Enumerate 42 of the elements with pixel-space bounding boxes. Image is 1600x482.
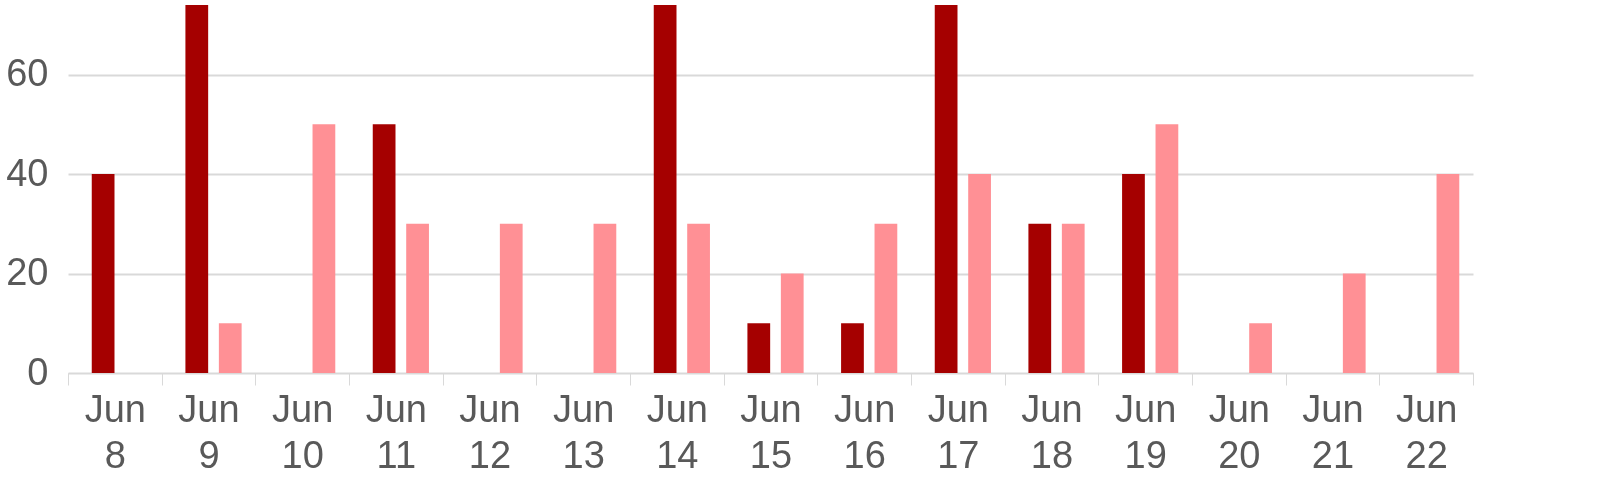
- bar: [372, 124, 396, 373]
- bar: [687, 223, 710, 373]
- x-tick-label: Jun 15: [740, 387, 802, 476]
- y-tick-label: 0: [27, 350, 49, 393]
- y-tick-label: 20: [6, 251, 49, 294]
- bar: [312, 124, 336, 373]
- bar: [1061, 223, 1085, 373]
- x-tick-label: Jun 18: [1021, 387, 1083, 476]
- bar: [841, 323, 864, 373]
- x-tick-label: Jun 11: [365, 387, 427, 476]
- x-tick-label: Jun 16: [834, 387, 896, 476]
- bar: [218, 323, 242, 373]
- bar: [934, 5, 958, 373]
- x-tick-label: Jun 9: [178, 387, 240, 476]
- x-tick-label: Jun 8: [84, 387, 146, 476]
- y-tick-label: 60: [6, 52, 49, 95]
- x-tick-label: Jun 22: [1396, 387, 1458, 476]
- x-tick-label: Jun 17: [927, 387, 989, 476]
- bar: [1155, 124, 1179, 373]
- bar: [185, 5, 209, 373]
- bar: [406, 223, 429, 373]
- x-tick-label: Jun 19: [1115, 387, 1177, 476]
- bar: [91, 174, 115, 373]
- x-tick-label: Jun 14: [646, 387, 708, 476]
- y-tick-label: 40: [6, 151, 49, 194]
- x-tick-label: Jun 20: [1208, 387, 1270, 476]
- bar: [1342, 273, 1366, 373]
- bar: [1122, 174, 1145, 373]
- bar: [1249, 323, 1272, 373]
- bar: [1436, 174, 1460, 373]
- bar: [780, 273, 804, 373]
- x-tick-label: Jun 12: [459, 387, 521, 476]
- x-tick-label: Jun 10: [272, 387, 334, 476]
- x-tick-label: Jun 13: [553, 387, 615, 476]
- bar: [968, 174, 991, 373]
- bar: [653, 5, 677, 373]
- bar: [499, 223, 523, 373]
- x-tick-label: Jun 21: [1302, 387, 1364, 476]
- bar: [1028, 223, 1052, 373]
- bar: [747, 323, 771, 373]
- bar: [593, 223, 617, 373]
- bar: [874, 223, 898, 373]
